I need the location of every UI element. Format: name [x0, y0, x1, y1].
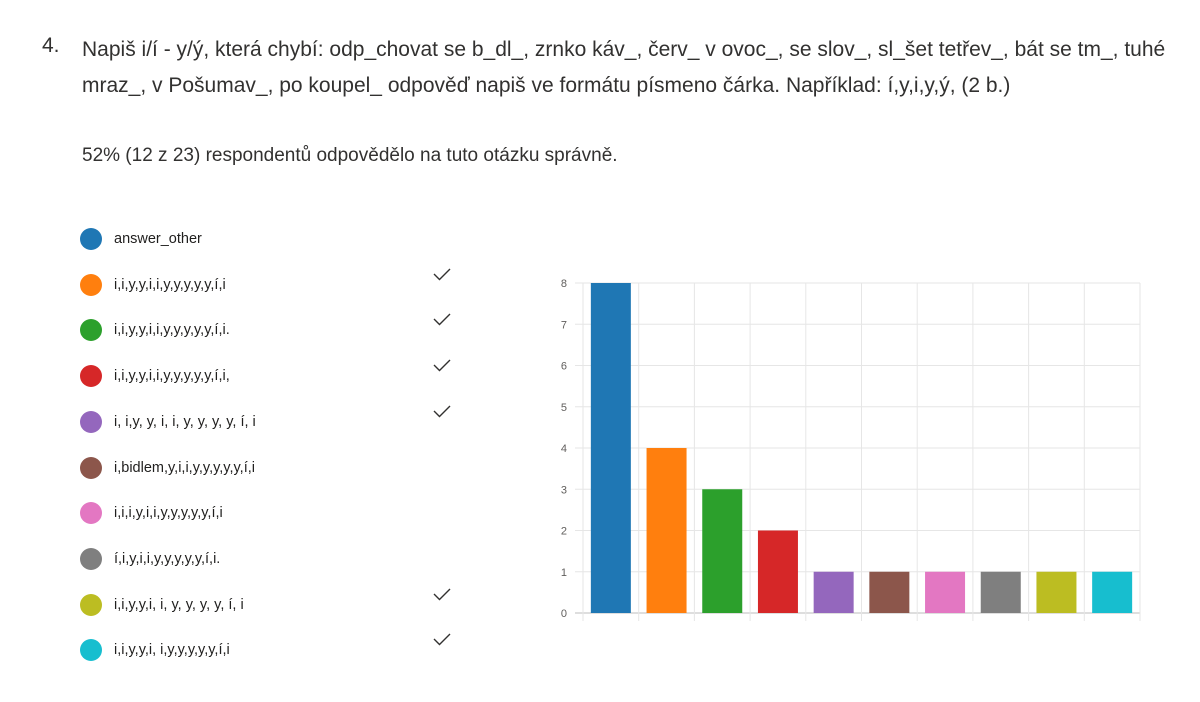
bar	[869, 571, 910, 613]
y-tick-label: 3	[561, 484, 567, 496]
legend-item: í,i,y,i,i,y,y,y,y,y,í,i.	[80, 546, 220, 572]
legend-label: i,i,y,y,i,i,y,y,y,y,y,í,i.	[114, 322, 230, 339]
legend-item: i,i,y,y,i, i,y,y,y,y,y,í,i	[80, 637, 230, 663]
checkmark-icon	[433, 268, 451, 281]
legend-item: i,i,y,y,i,i,y,y,y,y,y,í,i	[80, 272, 226, 298]
bar	[925, 571, 966, 613]
y-tick-label: 1	[561, 567, 567, 579]
legend-label: i,i,y,y,i, i,y,y,y,y,y,í,i	[114, 642, 230, 659]
question-text: Napiš i/í - y/ý, která chybí: odp_chovat…	[82, 38, 1166, 97]
bar	[757, 530, 798, 613]
bar	[980, 571, 1021, 613]
legend-label: i,i,i,y,i,i,y,y,y,y,y,í,i	[114, 505, 223, 522]
bar	[590, 283, 631, 613]
checkmark-icon	[433, 405, 451, 418]
legend-item: i,i,y,y,i,i,y,y,y,y,y,í,i,	[80, 363, 230, 389]
y-tick-label: 0	[561, 608, 567, 620]
y-tick-label: 4	[561, 443, 567, 455]
legend-item: i, i,y, y, i, i, y, y, y, y, í, i	[80, 409, 256, 435]
legend-color-dot	[80, 639, 102, 662]
y-tick-label: 7	[561, 319, 567, 331]
bar	[646, 448, 687, 613]
legend-item: i,bidlem,y,i,i,y,y,y,y,y,í,i	[80, 455, 255, 481]
legend-color-dot	[80, 273, 102, 296]
bar	[702, 489, 743, 613]
legend-color-dot	[80, 502, 102, 525]
legend-label: i,bidlem,y,i,i,y,y,y,y,y,í,i	[114, 459, 255, 476]
legend-label: í,i,y,i,i,y,y,y,y,y,í,i.	[114, 550, 221, 567]
checkmark-icon	[433, 633, 451, 646]
legend-label: i, i,y, y, i, i, y, y, y, y, í, i	[114, 413, 256, 430]
y-tick-label: 5	[561, 402, 567, 414]
bar	[813, 571, 854, 613]
legend-label: answer_other	[114, 231, 202, 247]
legend-color-dot	[80, 365, 102, 388]
y-tick-label: 2	[561, 526, 567, 538]
checkmark-icon	[433, 313, 451, 326]
legend-color-dot	[80, 410, 102, 433]
bar	[1036, 571, 1077, 613]
checkmark-icon	[433, 359, 451, 372]
y-tick-label: 6	[561, 361, 567, 373]
legend-label: i,i,y,y,i,i,y,y,y,y,y,í,i	[114, 276, 226, 293]
y-tick-label: 8	[561, 278, 567, 290]
bar	[1092, 571, 1133, 613]
legend-color-dot	[80, 319, 102, 342]
correct-rate-summary: 52% (12 z 23) respondentů odpovědělo na …	[82, 145, 618, 166]
legend-color-dot	[80, 593, 102, 616]
legend-label: i,i,y,y,i,i,y,y,y,y,y,í,i,	[114, 368, 230, 385]
legend-color-dot	[80, 547, 102, 570]
legend-label: i,i,y,y,i, i, y, y, y, y, í, i	[114, 596, 244, 613]
legend-item: i,i,y,y,i,i,y,y,y,y,y,í,i.	[80, 317, 230, 343]
legend-color-dot	[80, 456, 102, 479]
question-number: 4.	[42, 34, 60, 57]
legend-item: answer_other	[80, 226, 202, 252]
checkmark-icon	[433, 588, 451, 601]
legend-item: i,i,i,y,i,i,y,y,y,y,y,í,i	[80, 500, 223, 526]
legend-item: i,i,y,y,i, i, y, y, y, y, í, i	[80, 592, 244, 618]
legend-color-dot	[80, 228, 102, 250]
